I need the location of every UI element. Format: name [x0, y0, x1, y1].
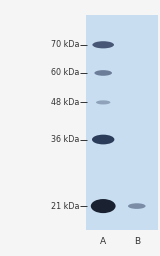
- Bar: [86, 15, 158, 230]
- Text: 36 kDa: 36 kDa: [51, 135, 79, 144]
- Text: 60 kDa: 60 kDa: [51, 68, 79, 78]
- Ellipse shape: [92, 41, 114, 48]
- Ellipse shape: [92, 135, 114, 144]
- Text: 21 kDa: 21 kDa: [51, 201, 79, 211]
- Text: B: B: [134, 237, 140, 247]
- Ellipse shape: [94, 70, 112, 76]
- Text: A: A: [100, 237, 106, 247]
- Ellipse shape: [128, 203, 146, 209]
- Text: 48 kDa: 48 kDa: [51, 98, 79, 107]
- Ellipse shape: [96, 100, 110, 104]
- Ellipse shape: [91, 199, 116, 213]
- Text: 70 kDa: 70 kDa: [51, 40, 79, 49]
